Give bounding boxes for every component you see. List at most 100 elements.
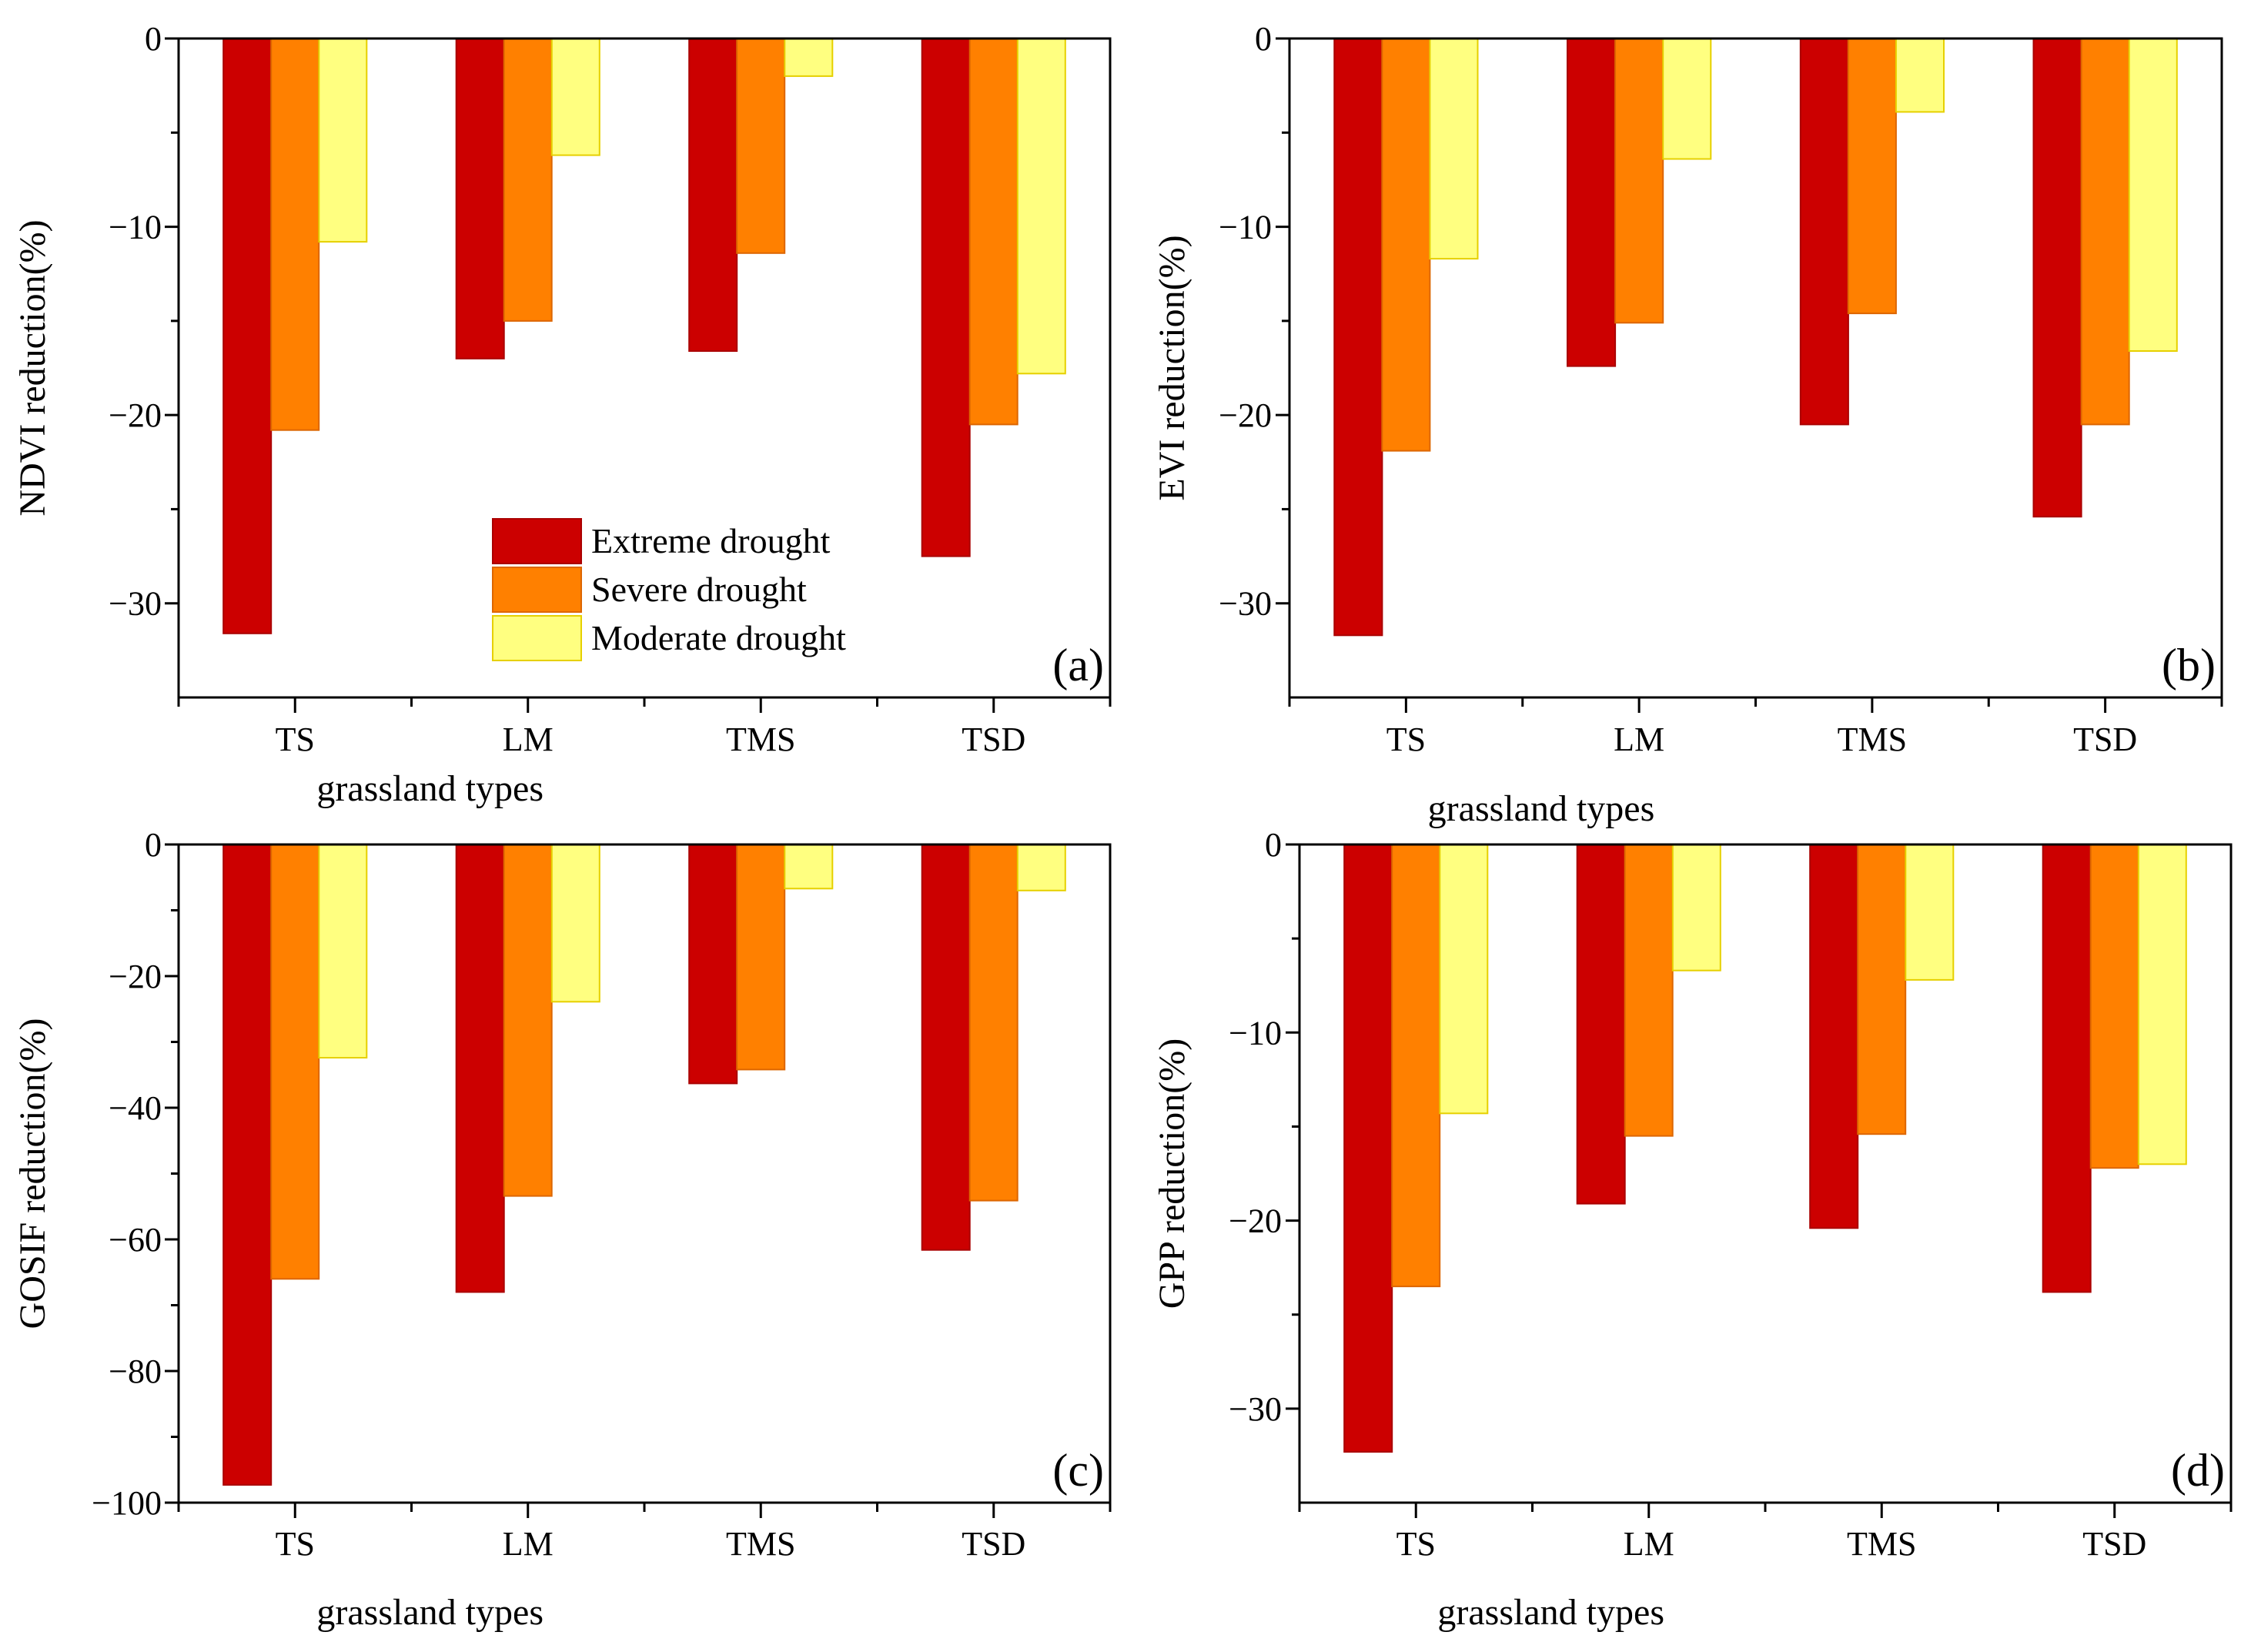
bar-lm-severe-drought — [503, 38, 553, 322]
legend-label-severe-drought: Severe drought — [591, 570, 807, 609]
bar-lm-extreme-drought — [1576, 844, 1626, 1205]
legend-swatch-severe-drought — [492, 567, 582, 613]
bar-lm-moderate-drought — [1662, 38, 1712, 160]
x-tick-label-tms: TMS — [726, 721, 795, 758]
x-tick-label-lm: LM — [1614, 721, 1664, 758]
bar-ts-severe-drought — [1391, 844, 1441, 1288]
x-tick-label-ts: TS — [276, 1525, 315, 1563]
bar-tsd-moderate-drought — [2137, 844, 2187, 1165]
bar-ts-extreme-drought — [1343, 844, 1393, 1453]
x-tick-label-tms: TMS — [726, 1525, 795, 1563]
x-tick-label-tsd: TSD — [2082, 1525, 2146, 1563]
legend-label-moderate-drought: Moderate drought — [591, 618, 846, 657]
bar-tsd-extreme-drought — [2032, 38, 2082, 518]
x-axis-title: grassland types — [316, 1592, 544, 1633]
y-tick-label: −20 — [109, 958, 162, 995]
x-tick-label-lm: LM — [503, 721, 554, 758]
bar-tsd-moderate-drought — [1016, 38, 1066, 375]
bar-lm-severe-drought — [1614, 38, 1664, 324]
bar-ts-extreme-drought — [222, 844, 273, 1486]
bar-ts-moderate-drought — [318, 844, 368, 1058]
bar-tsd-moderate-drought — [2128, 38, 2178, 352]
y-tick-label: −40 — [109, 1089, 162, 1127]
x-tick-label-ts: TS — [1386, 721, 1426, 758]
bar-tms-extreme-drought — [1799, 38, 1849, 426]
x-axis-title: grassland types — [1428, 788, 1655, 829]
x-tick-label-tsd: TSD — [962, 1525, 1025, 1563]
bar-tms-moderate-drought — [784, 38, 834, 77]
x-tick-label-lm: LM — [1624, 1525, 1674, 1563]
bar-ts-severe-drought — [1381, 38, 1431, 452]
chart-panel-c: 0 −20 −40 −60 −80 −100 TS LM TMS TSD grassland typ… — [12, 826, 1112, 1633]
y-tick-label: 0 — [1255, 20, 1272, 58]
y-tick-label: −80 — [109, 1353, 162, 1390]
x-tick-label-tms: TMS — [1838, 721, 1907, 758]
y-tick-label: 0 — [145, 20, 162, 58]
bar-tms-extreme-drought — [688, 844, 738, 1085]
y-axis-title: EVI reduction(%) — [1152, 235, 1192, 500]
bar-tms-moderate-drought — [1905, 844, 1955, 981]
chart-panel-a: 0 −10 −20 −30 TS LM TMS TSD grassland types NDVI … — [12, 20, 1112, 809]
bar-lm-moderate-drought — [1671, 844, 1721, 971]
bar-tms-extreme-drought — [1809, 844, 1859, 1229]
bar-tsd-moderate-drought — [1016, 844, 1066, 891]
bar-tms-severe-drought — [736, 844, 786, 1071]
y-axis-title: GPP reduction(%) — [1152, 1038, 1192, 1309]
panel-label: (a) — [1052, 640, 1104, 691]
x-tick-label-tsd: TSD — [2073, 721, 2137, 758]
bar-tsd-severe-drought — [968, 38, 1018, 426]
bar-ts-moderate-drought — [1429, 38, 1479, 260]
bar-ts-moderate-drought — [1439, 844, 1489, 1115]
x-axis-title: grassland types — [316, 768, 544, 809]
bar-tsd-severe-drought — [968, 844, 1018, 1202]
y-tick-label: −30 — [1229, 1390, 1282, 1428]
bar-ts-moderate-drought — [318, 38, 368, 243]
legend-swatch-moderate-drought — [492, 615, 582, 661]
y-tick-label: −30 — [1219, 585, 1272, 623]
bar-tms-moderate-drought — [784, 844, 834, 890]
bar-lm-moderate-drought — [550, 844, 600, 1003]
legend-swatch-extreme-drought — [492, 518, 582, 564]
bar-tms-moderate-drought — [1895, 38, 1945, 113]
x-tick-label-tms: TMS — [1847, 1525, 1916, 1563]
y-tick-label: 0 — [145, 826, 162, 864]
x-tick-label-tsd: TSD — [962, 721, 1025, 758]
y-tick-label: −100 — [92, 1484, 162, 1522]
y-tick-label: −20 — [1219, 396, 1272, 434]
y-tick-label: −10 — [1229, 1014, 1282, 1052]
y-tick-label: −10 — [1219, 209, 1272, 246]
bar-ts-extreme-drought — [1333, 38, 1383, 637]
y-tick-label: −20 — [109, 396, 162, 434]
x-tick-label-lm: LM — [503, 1525, 554, 1563]
y-axis-title: GOSIF reduction(%) — [12, 1018, 53, 1329]
bar-lm-severe-drought — [1624, 844, 1674, 1137]
bar-tms-severe-drought — [1857, 844, 1907, 1135]
x-tick-label-ts: TS — [1396, 1525, 1436, 1563]
bar-ts-extreme-drought — [222, 38, 273, 634]
bar-lm-extreme-drought — [455, 844, 505, 1293]
legend: Extreme drought Severe drought Moderate dr… — [492, 518, 846, 661]
bar-tsd-severe-drought — [2080, 38, 2130, 426]
bar-ts-severe-drought — [270, 844, 320, 1280]
x-axis-title: grassland types — [1437, 1592, 1664, 1633]
legend-label-extreme-drought: Extreme drought — [591, 521, 831, 560]
bar-lm-severe-drought — [503, 844, 553, 1197]
bar-tsd-extreme-drought — [2042, 844, 2092, 1293]
bar-tms-severe-drought — [1847, 38, 1897, 315]
y-axis-title: NDVI reduction(%) — [12, 219, 53, 516]
panel-label: (b) — [2162, 640, 2216, 691]
y-tick-label: −10 — [109, 209, 162, 246]
chart-panel-d: 0 −10 −20 −30 TS LM TMS TSD grassland types GPP r… — [1152, 826, 2233, 1633]
bar-tsd-severe-drought — [2089, 844, 2139, 1169]
bar-ts-severe-drought — [270, 38, 320, 431]
panel-label: (d) — [2171, 1445, 2225, 1496]
y-tick-label: −60 — [109, 1221, 162, 1259]
y-tick-label: −30 — [109, 585, 162, 623]
bar-tms-severe-drought — [736, 38, 786, 254]
bar-tms-extreme-drought — [688, 38, 738, 352]
bar-lm-moderate-drought — [550, 38, 600, 156]
bar-lm-extreme-drought — [1567, 38, 1617, 367]
chart-panel-b: 0 −10 −20 −30 TS LM TMS TSD grassland types EVI r… — [1152, 20, 2223, 829]
bar-lm-extreme-drought — [455, 38, 505, 359]
